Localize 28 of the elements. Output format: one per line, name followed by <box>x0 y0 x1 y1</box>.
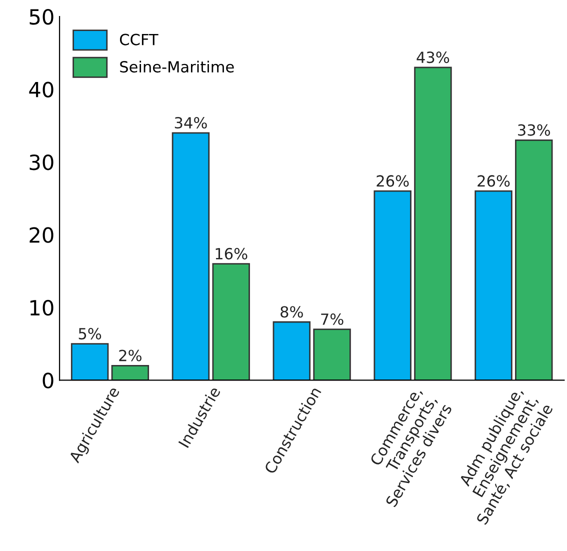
data-label: 34% <box>174 116 207 129</box>
y-tick-label: 20 <box>30 227 54 243</box>
legend-label: Seine-Maritime <box>120 60 234 73</box>
data-label: 2% <box>119 350 142 362</box>
data-label: 16% <box>216 248 248 260</box>
bar <box>172 132 210 380</box>
bar <box>474 190 512 380</box>
data-label: 26% <box>478 175 510 187</box>
bar <box>313 328 351 380</box>
data-label: 5% <box>78 328 102 340</box>
bar <box>414 66 452 380</box>
y-tick-label: 30 <box>30 154 54 170</box>
bar <box>374 190 412 380</box>
bar <box>111 364 150 380</box>
bar <box>272 321 311 380</box>
data-label: 33% <box>518 124 550 136</box>
data-label: 43% <box>416 52 450 64</box>
y-tick-label: 40 <box>29 82 54 98</box>
bar <box>212 263 250 380</box>
bar <box>70 343 109 380</box>
y-tick-label: 0 <box>42 372 54 388</box>
y-tick-label: 50 <box>30 8 54 25</box>
data-label: 7% <box>321 313 344 325</box>
y-tick-label: 10 <box>30 300 54 316</box>
data-label: 26% <box>376 175 409 187</box>
data-label: 8% <box>280 306 303 318</box>
legend-label: CCFT <box>120 34 158 46</box>
bar <box>515 139 553 380</box>
